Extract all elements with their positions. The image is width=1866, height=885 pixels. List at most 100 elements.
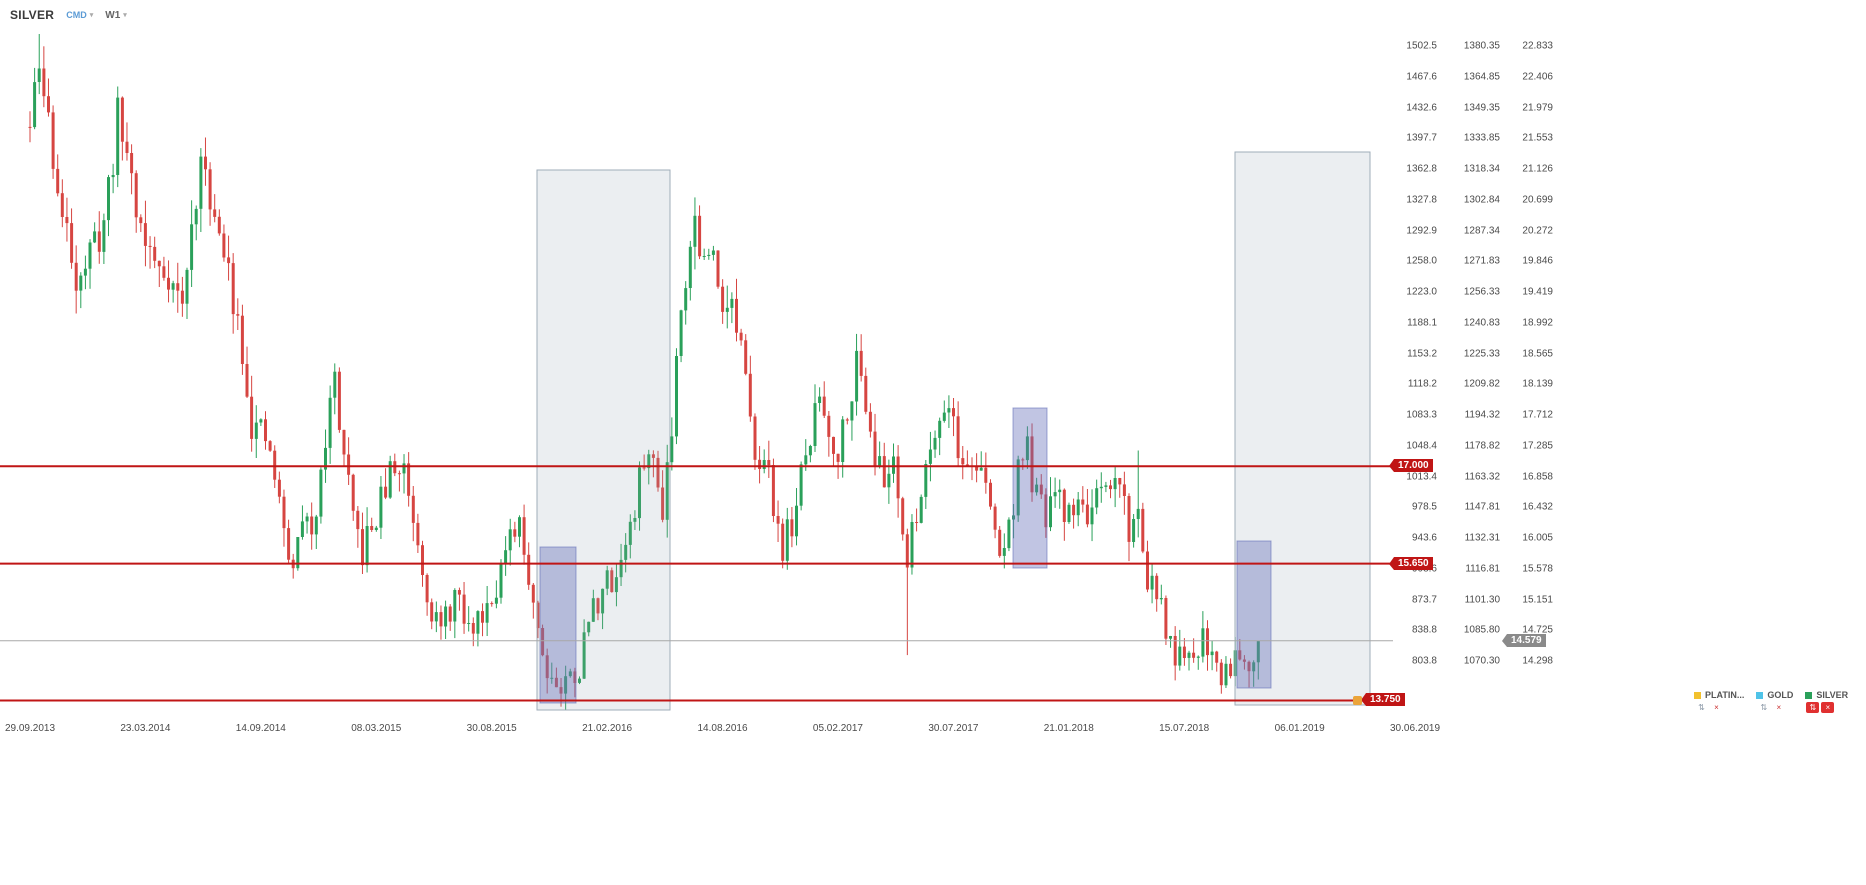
candle-body [961, 458, 965, 465]
candle-body [998, 529, 1002, 556]
y-axis-label-platinum: 1397.7 [1406, 132, 1437, 144]
candle-body [545, 655, 549, 679]
legend-item-platin[interactable]: PLATIN... ⇅ × [1694, 690, 1744, 713]
legend-color-swatch [1694, 691, 1701, 699]
x-axis-label: 14.09.2014 [235, 723, 286, 734]
candle-body [656, 457, 660, 488]
candle-body [1136, 508, 1140, 519]
candle-body [1215, 651, 1219, 663]
candle-body [457, 590, 461, 595]
candle-body [1229, 663, 1233, 677]
legend-close-icon[interactable]: × [1776, 703, 1782, 712]
candle-body [1062, 489, 1066, 522]
candle-body [1035, 484, 1039, 493]
candle-body [107, 177, 110, 221]
candle-body [813, 403, 817, 446]
candle-body [328, 397, 332, 448]
candle-body [832, 436, 835, 454]
candle-body [1067, 504, 1071, 522]
candle-body [1085, 504, 1089, 525]
legend-item-silver[interactable]: SILVER ⇅ × [1805, 690, 1848, 713]
candle-body [799, 464, 803, 506]
candle-body [873, 431, 877, 466]
candle-body [425, 575, 429, 603]
candle-body [319, 469, 323, 517]
candle-body [236, 314, 240, 316]
legend-color-swatch [1805, 691, 1813, 699]
y-axis-label-silver: 16.858 [1522, 471, 1553, 482]
market-label: CMD [66, 10, 87, 20]
candle-body [868, 411, 872, 432]
candle-body [651, 454, 655, 458]
candle-body [984, 467, 988, 483]
timeframe-selector[interactable]: W1 ▾ [105, 10, 127, 21]
candle-body [194, 208, 198, 225]
candle-body [1021, 459, 1025, 461]
purple-analysis-zone[interactable] [1236, 540, 1272, 689]
x-axis-label: 14.08.2016 [697, 723, 748, 734]
legend-close-icon[interactable]: × [1821, 702, 1835, 713]
candle-body [204, 156, 207, 170]
market-selector[interactable]: CMD ▾ [66, 10, 93, 20]
y-axis-label-platinum: 978.5 [1411, 501, 1437, 513]
candle-body [748, 373, 752, 417]
candle-body [37, 68, 41, 82]
candle-body [989, 482, 992, 507]
candle-body [855, 350, 859, 402]
candle-body [531, 584, 535, 603]
price-line-label[interactable]: 15.650 [1389, 556, 1433, 570]
candle-body [1113, 478, 1117, 490]
y-axis-label-platinum: 1048.4 [1406, 440, 1437, 452]
candle-body [296, 537, 300, 569]
candle-body [1173, 636, 1177, 666]
legend-item-gold[interactable]: GOLD ⇅ × [1756, 690, 1793, 713]
price-line-label[interactable]: 13.750 [1361, 693, 1405, 707]
candle-body [374, 527, 378, 530]
candle-body [379, 486, 383, 528]
gray-analysis-zone[interactable] [1234, 151, 1371, 706]
y-axis-label-platinum: 1223.0 [1406, 286, 1437, 298]
legend-sort-icon[interactable]: ⇅ [1806, 702, 1820, 713]
candle-body [947, 408, 951, 413]
candle-body [227, 257, 231, 264]
candle-body [93, 231, 97, 243]
price-line-label[interactable]: 17.000 [1389, 459, 1433, 473]
candle-body [1182, 646, 1186, 658]
gray-analysis-zone[interactable] [536, 169, 671, 711]
candle-body [1076, 499, 1080, 516]
candle-body [1141, 508, 1145, 552]
candle-body [402, 463, 406, 474]
candle-body [564, 676, 568, 694]
candle-body [162, 266, 166, 278]
candle-body [845, 419, 849, 421]
candlestick-chart[interactable] [0, 0, 1394, 740]
y-axis-label-gold: 1302.84 [1463, 194, 1500, 206]
candle-body [1192, 652, 1196, 658]
purple-analysis-zone[interactable] [1012, 407, 1048, 569]
candle-body [65, 217, 69, 224]
candle-body [1007, 519, 1011, 549]
candle-body [1224, 663, 1228, 686]
y-axis-label-gold: 1132.31 [1464, 532, 1500, 544]
legend-sort-icon[interactable]: ⇅ [1698, 703, 1705, 712]
price-line-marker-icon[interactable] [1353, 696, 1362, 706]
candle-body [1118, 478, 1122, 485]
y-axis-label-gold: 1380.35 [1463, 40, 1500, 52]
candle-body [434, 612, 438, 622]
candle-body [573, 671, 577, 683]
legend-sort-icon[interactable]: ⇅ [1760, 703, 1768, 712]
candle-body [642, 467, 646, 469]
purple-analysis-zone[interactable] [539, 546, 577, 704]
candle-body [222, 233, 226, 258]
y-axis-label-silver: 21.979 [1522, 102, 1553, 113]
candle-body [42, 68, 46, 97]
candle-body [1238, 650, 1242, 660]
y-axis-label-platinum: 1292.9 [1406, 225, 1437, 236]
y-axis-label-gold: 1085.80 [1463, 624, 1500, 636]
y-axis-label-gold: 1240.83 [1463, 317, 1500, 329]
legend-close-icon[interactable]: × [1714, 703, 1719, 712]
candle-body [467, 623, 471, 624]
candle-body [337, 371, 341, 430]
candle-body [1127, 496, 1131, 542]
